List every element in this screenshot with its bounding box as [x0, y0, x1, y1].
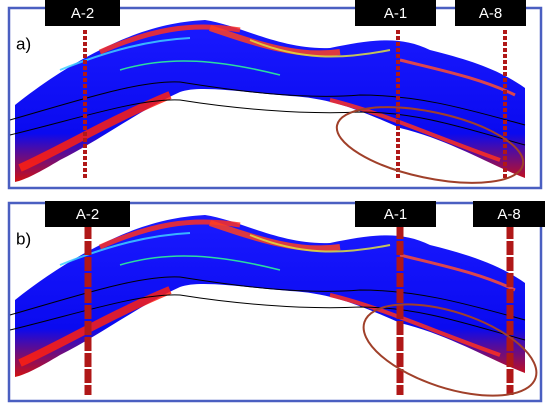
well-box	[455, 0, 526, 26]
panel: a) A-2 A-1 A-8	[7, 0, 543, 190]
well-box	[45, 201, 130, 227]
streak	[399, 253, 516, 292]
well-label: A-8	[479, 5, 502, 22]
well-box	[45, 0, 120, 26]
streak	[59, 37, 191, 71]
horizon	[9, 99, 526, 146]
well-box	[355, 201, 436, 227]
streak	[329, 293, 501, 357]
highlight-ellipse	[362, 303, 538, 397]
section-body	[15, 215, 525, 377]
panel-border	[7, 201, 543, 403]
well-box	[355, 0, 436, 26]
streak	[59, 232, 191, 266]
streak	[399, 58, 516, 97]
streak	[119, 255, 281, 271]
streak	[329, 98, 501, 162]
panel-border	[7, 6, 543, 190]
horizon	[9, 294, 526, 341]
well-box	[473, 201, 545, 227]
well-label: A-1	[384, 5, 407, 22]
well-label: A-8	[497, 206, 520, 223]
well-label: A-2	[76, 206, 99, 223]
streak	[119, 60, 281, 76]
highlight-ellipse	[335, 106, 525, 184]
well-label: A-2	[71, 5, 94, 22]
streak	[98, 24, 241, 55]
streak	[18, 91, 172, 172]
panel-label: b)	[16, 229, 31, 248]
streak	[249, 234, 391, 253]
streak	[249, 39, 391, 58]
panel: b) A-2 A-1 A-8	[7, 201, 545, 403]
streak	[98, 219, 241, 250]
well-label: A-1	[384, 206, 407, 223]
panel-label: a)	[16, 34, 31, 53]
horizon	[9, 81, 526, 126]
horizon	[9, 276, 526, 321]
